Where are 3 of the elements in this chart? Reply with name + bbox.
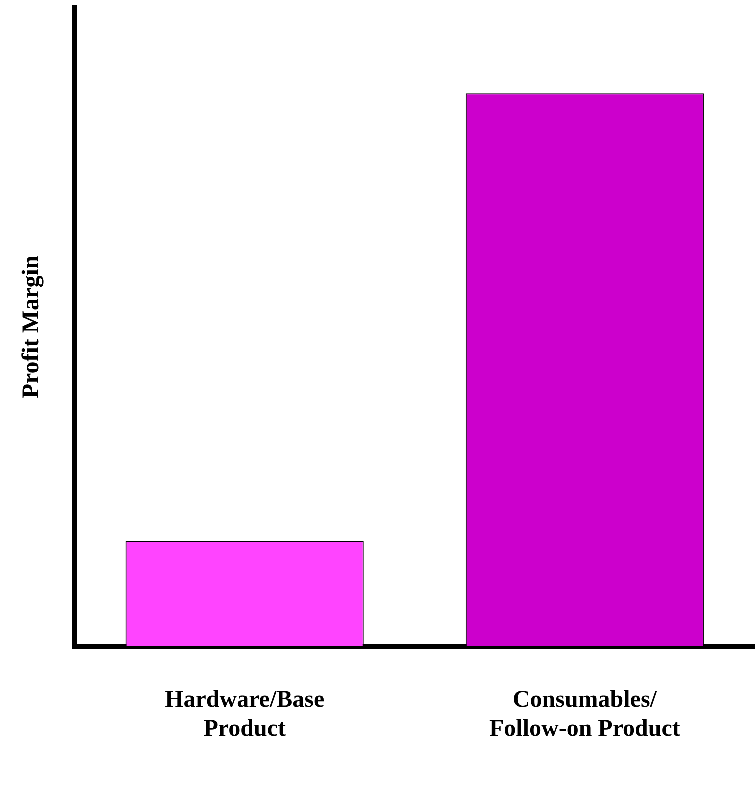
x-tick-label: Hardware/Base Product bbox=[165, 687, 325, 742]
y-axis-title: Profit Margin bbox=[18, 256, 45, 399]
x-tick-label: Consumables/ Follow-on Product bbox=[490, 687, 680, 742]
